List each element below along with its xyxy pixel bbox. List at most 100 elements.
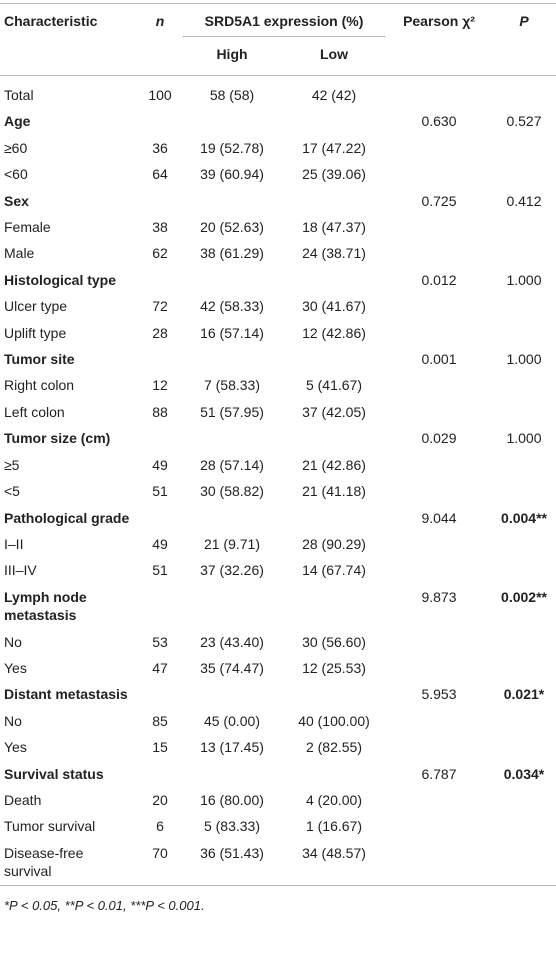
table-cell: 38: [152, 219, 168, 236]
table-cell: [182, 761, 282, 787]
table-row: Disease-free survival 70 36 (51.43) 34 (48.…: [0, 840, 556, 885]
table-cell: [492, 813, 556, 839]
table-cell: 0.034*: [503, 765, 545, 782]
table-cell: [386, 214, 492, 240]
table-cell: ≥60: [4, 139, 28, 156]
table-row: <5 51 30 (58.82) 21 (41.18): [0, 478, 556, 504]
table-row: ≥5 49 28 (57.14) 21 (42.86): [0, 452, 556, 478]
table-cell: Lymph node metastasis: [4, 588, 87, 624]
table-cell: [386, 76, 492, 109]
table-cell: [138, 346, 182, 372]
table-cell: [386, 655, 492, 681]
table-cell: 39 (60.94): [200, 166, 264, 183]
table-cell: [386, 531, 492, 557]
table-cell: 42 (58.33): [200, 298, 264, 315]
table-cell: Histological type: [4, 271, 117, 288]
table-cell: [386, 399, 492, 425]
table-row: ≥60 36 19 (52.78) 17 (47.22): [0, 135, 556, 161]
table-row: Tumor site 0.001 1.000: [0, 346, 556, 372]
table-cell: 17 (47.22): [302, 139, 366, 156]
table-cell: [138, 267, 182, 293]
table-cell: Disease-free survival: [4, 844, 84, 880]
table-cell: I–II: [4, 535, 24, 552]
table-cell: 36 (51.43): [200, 844, 264, 861]
table-cell: Pathological grade: [4, 509, 130, 526]
table-cell: [386, 708, 492, 734]
table-cell: 40 (100.00): [298, 712, 370, 729]
table-row: Histological type 0.012 1.000: [0, 267, 556, 293]
table-cell: 6.787: [421, 765, 457, 782]
header-cell: P: [519, 13, 529, 29]
table-cell: [492, 320, 556, 346]
table-cell: 100: [148, 87, 172, 103]
table-cell: 30 (58.82): [200, 483, 264, 500]
table-cell: 70: [152, 844, 168, 861]
table-cell: Sex: [4, 192, 29, 209]
table-cell: 64: [152, 166, 168, 183]
table-cell: Female: [4, 219, 51, 236]
table-cell: [138, 761, 182, 787]
table-cell: [492, 372, 556, 398]
table-cell: 2 (82.55): [305, 739, 363, 756]
table-cell: No: [4, 633, 22, 650]
table-cell: [182, 584, 282, 629]
table-cell: Distant metastasis: [4, 686, 128, 703]
table-cell: Yes: [4, 739, 27, 756]
table-cell: 30 (56.60): [302, 633, 366, 650]
table-cell: 35 (74.47): [200, 659, 264, 676]
table-cell: [492, 708, 556, 734]
table-cell: 0.012: [421, 271, 457, 288]
table-cell: [492, 531, 556, 557]
header-cell: Pearson χ²: [403, 13, 475, 29]
table-cell: [386, 557, 492, 583]
header-cell: n: [155, 13, 165, 29]
table-cell: Total: [4, 87, 34, 103]
table-cell: III–IV: [4, 562, 37, 579]
table-cell: 23 (43.40): [200, 633, 264, 650]
table-cell: 13 (17.45): [200, 739, 264, 756]
table-row: Death 20 16 (80.00) 4 (20.00): [0, 787, 556, 813]
table-cell: [492, 214, 556, 240]
table-cell: [282, 681, 386, 707]
header-cell: Characteristic: [4, 13, 98, 29]
table-row: No 53 23 (43.40) 30 (56.60): [0, 629, 556, 655]
table-cell: [492, 161, 556, 187]
table-cell: 21 (41.18): [302, 483, 366, 500]
table-cell: 12 (25.53): [302, 659, 366, 676]
table-cell: [138, 584, 182, 629]
table-cell: [492, 240, 556, 266]
table-cell: Male: [4, 245, 35, 262]
table-cell: 58 (58): [209, 87, 255, 103]
table-cell: ≥5: [4, 456, 20, 473]
table-cell: 9.873: [421, 588, 457, 605]
table-cell: 49: [152, 535, 168, 552]
table-cell: [138, 681, 182, 707]
table-cell: 85: [152, 712, 168, 729]
table-cell: 7 (58.33): [203, 377, 261, 394]
table-cell: 0.029: [421, 430, 457, 447]
table-cell: 24 (38.71): [302, 245, 366, 262]
table-cell: Ulcer type: [4, 298, 68, 315]
table-cell: [138, 108, 182, 134]
table-cell: 12 (42.86): [302, 324, 366, 341]
table-cell: 16 (80.00): [200, 791, 264, 808]
table-cell: 30 (41.67): [302, 298, 366, 315]
table-row: No 85 45 (0.00) 40 (100.00): [0, 708, 556, 734]
table-cell: [386, 813, 492, 839]
table-cell: [282, 584, 386, 629]
table-cell: [386, 452, 492, 478]
table-cell: 37 (32.26): [200, 562, 264, 579]
table-cell: [182, 505, 282, 531]
table-cell: 51: [152, 483, 168, 500]
table-cell: [492, 478, 556, 504]
table-cell: 20: [152, 791, 168, 808]
table-cell: Right colon: [4, 377, 75, 394]
table-cell: 12: [152, 377, 168, 394]
table-cell: 15: [152, 739, 168, 756]
table-cell: 38 (61.29): [200, 245, 264, 262]
table-cell: 45 (0.00): [203, 712, 261, 729]
table-cell: 5 (41.67): [305, 377, 363, 394]
table-cell: Tumor survival: [4, 818, 96, 835]
table-cell: [386, 161, 492, 187]
table-cell: 72: [152, 298, 168, 315]
